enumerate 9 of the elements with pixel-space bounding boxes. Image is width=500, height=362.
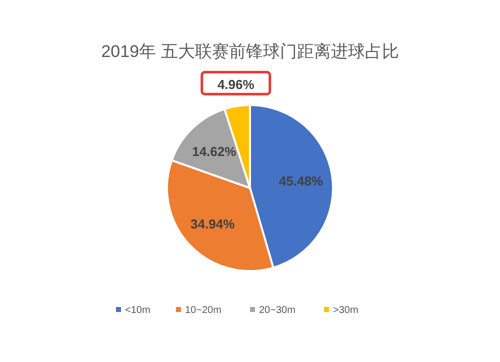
legend-label: 10~20m [185, 305, 222, 316]
chart-title: 2019年 五大联赛前锋球门距离进球占比 [101, 42, 399, 61]
data-label: 45.48% [278, 174, 324, 189]
legend-label: 20~30m [259, 305, 296, 316]
data-label: 14.62% [192, 144, 237, 160]
legend-label: >30m [333, 305, 358, 316]
data-label: 4.96% [217, 77, 255, 92]
data-label: 34.94% [190, 216, 236, 232]
legend-label: <10m [125, 305, 150, 316]
